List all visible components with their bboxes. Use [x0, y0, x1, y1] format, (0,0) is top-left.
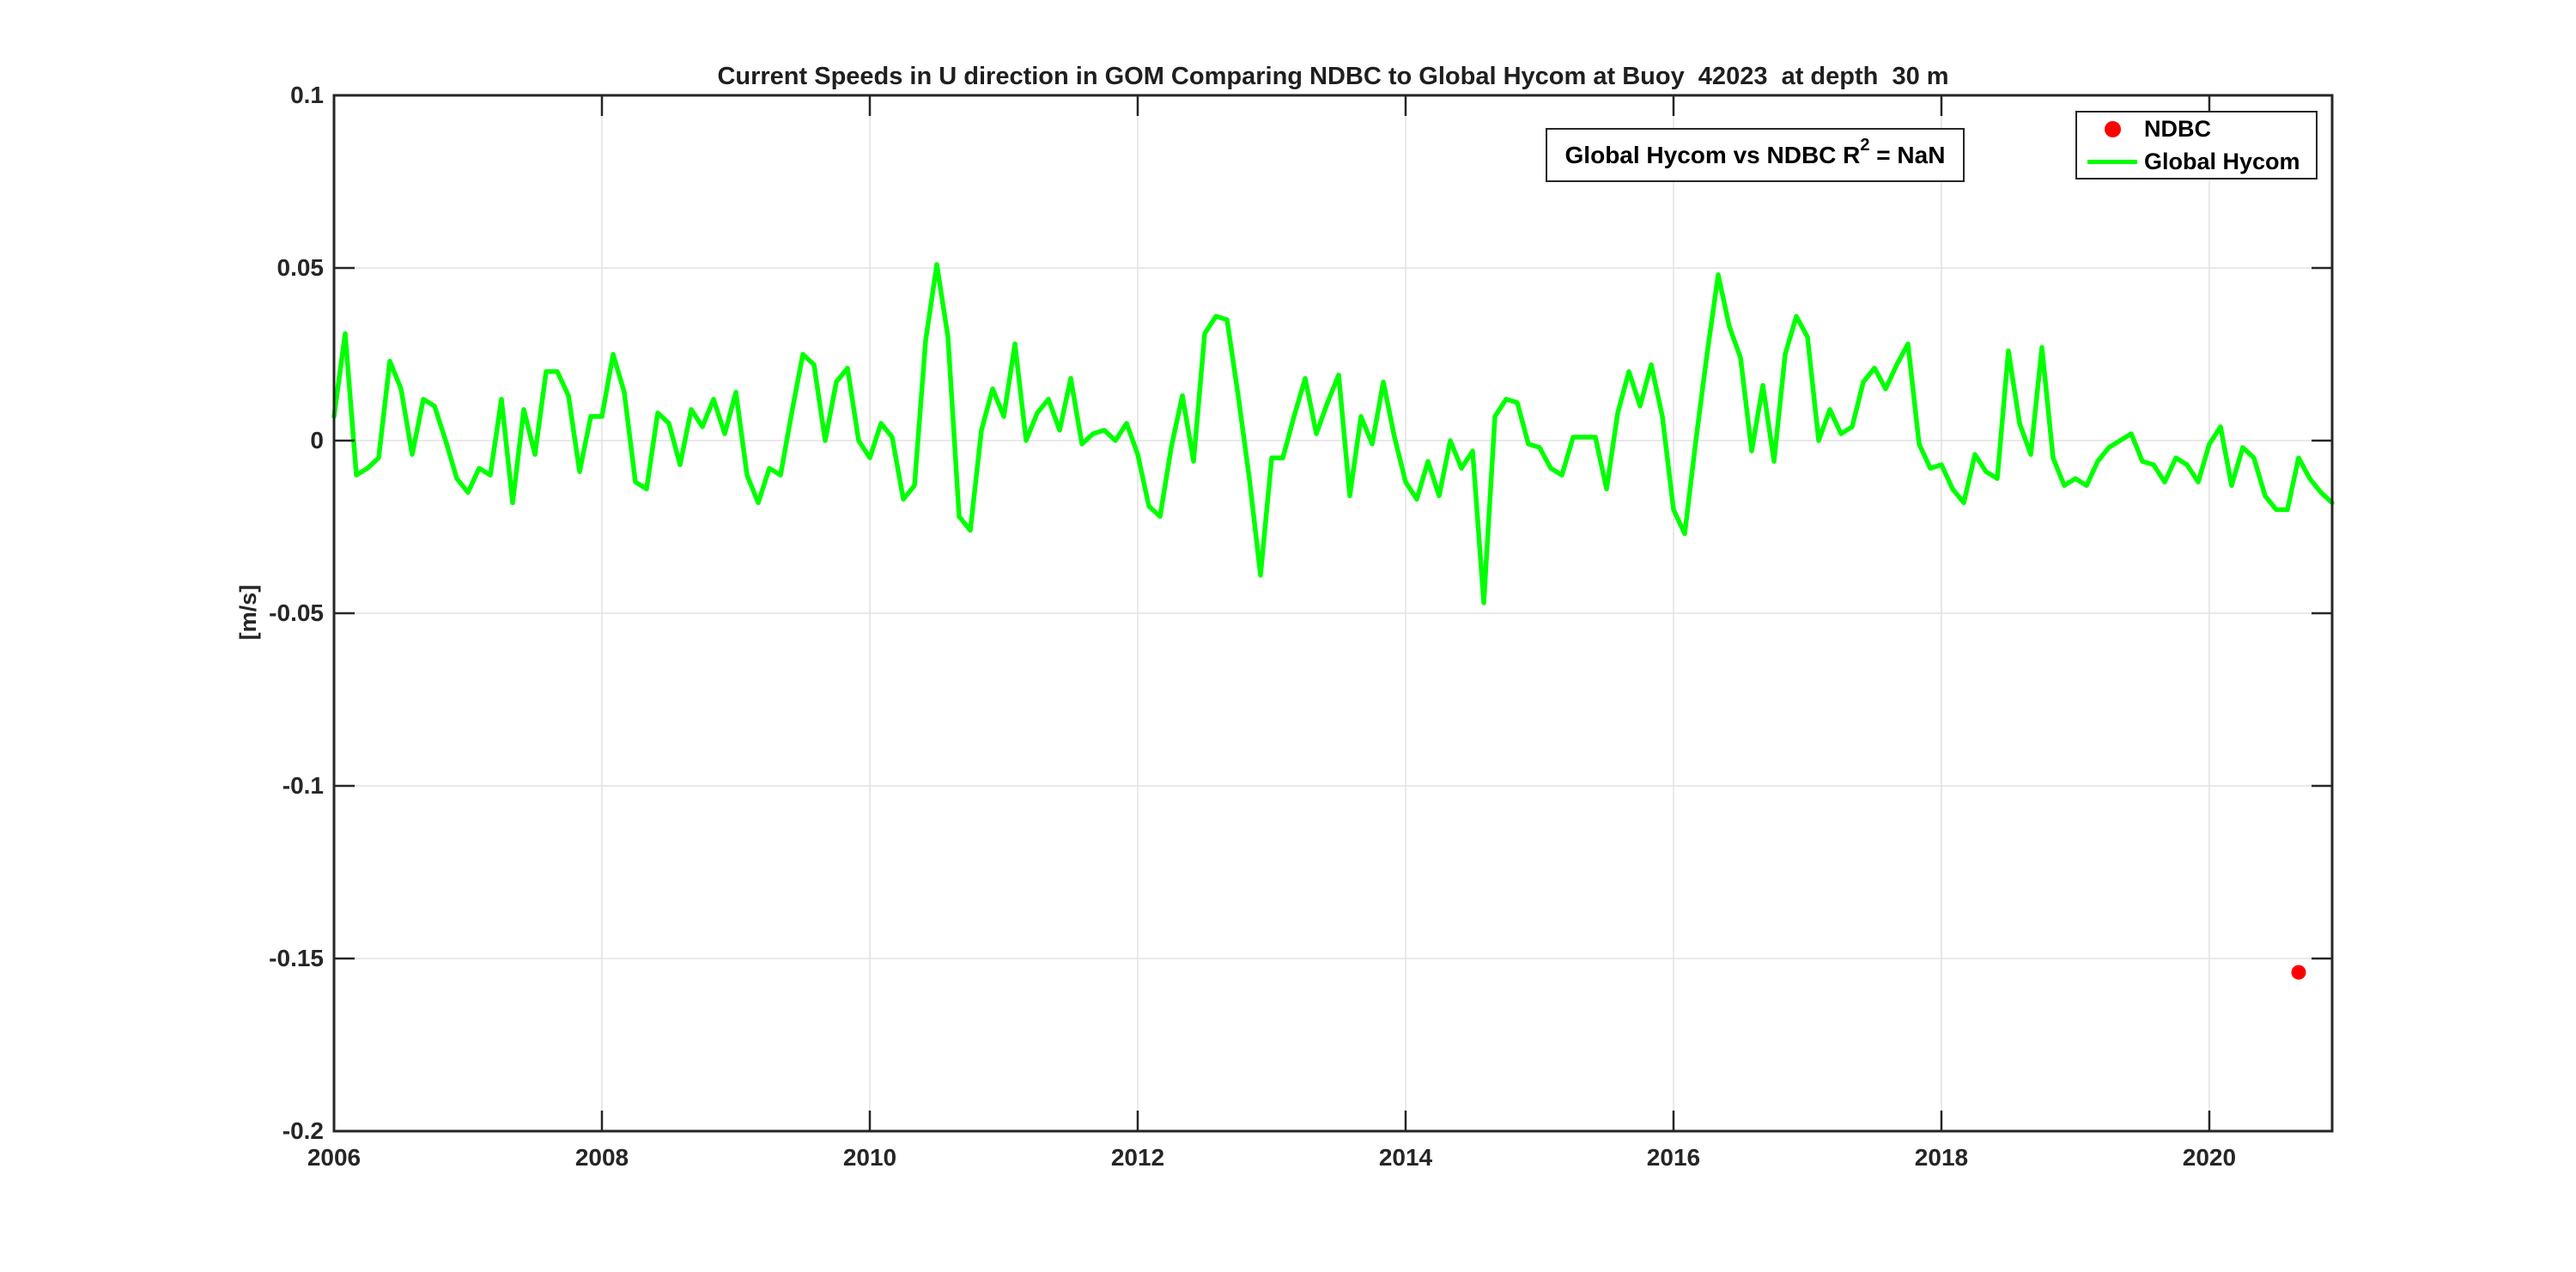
- y-tick-label: -0.2: [282, 1117, 324, 1144]
- x-tick-label: 2014: [1378, 1144, 1433, 1171]
- y-axis-label: [m/s]: [235, 584, 261, 641]
- y-tick-label: -0.15: [269, 945, 324, 971]
- x-tick-label: 2020: [2182, 1144, 2237, 1171]
- y-tick-label: 0.1: [290, 82, 324, 108]
- legend-label-global-hycom: Global Hycom: [2144, 148, 2300, 174]
- y-tick-label: 0.05: [276, 254, 325, 281]
- legend-swatch-global-hycom: [2087, 159, 2137, 164]
- x-tick-label: 2012: [1110, 1144, 1165, 1171]
- x-tick-label: 2016: [1646, 1144, 1701, 1171]
- legend-swatch-ndbc: [2087, 120, 2137, 137]
- x-tick-label: 2010: [842, 1144, 897, 1171]
- x-tick-label: 2018: [1914, 1144, 1969, 1171]
- ndbc-point: [2291, 965, 2306, 980]
- ndbc-marker-icon: [2104, 120, 2121, 137]
- chart-title: Current Speeds in U direction in GOM Com…: [717, 63, 1949, 90]
- annotation-superscript: 2: [1860, 136, 1870, 155]
- global-hycom-series-line: [331, 262, 2335, 606]
- legend-item-ndbc: NDBC: [2077, 113, 2316, 145]
- global-hycom-line-icon: [2087, 159, 2137, 164]
- y-tick-label: -0.05: [269, 599, 324, 626]
- legend-label-ndbc: NDBC: [2144, 115, 2211, 142]
- y-tick-label: -0.1: [282, 772, 324, 799]
- y-tick-label: 0: [310, 427, 324, 453]
- x-tick-label: 2006: [307, 1144, 361, 1171]
- x-tick-label: 2008: [574, 1144, 629, 1171]
- legend: NDBC Global Hycom: [2075, 111, 2318, 180]
- legend-item-global-hycom: Global Hycom: [2077, 145, 2316, 178]
- annotation-text-suffix: = NaN: [1869, 141, 1946, 168]
- annotation-text-prefix: Global Hycom vs NDBC R: [1564, 141, 1861, 168]
